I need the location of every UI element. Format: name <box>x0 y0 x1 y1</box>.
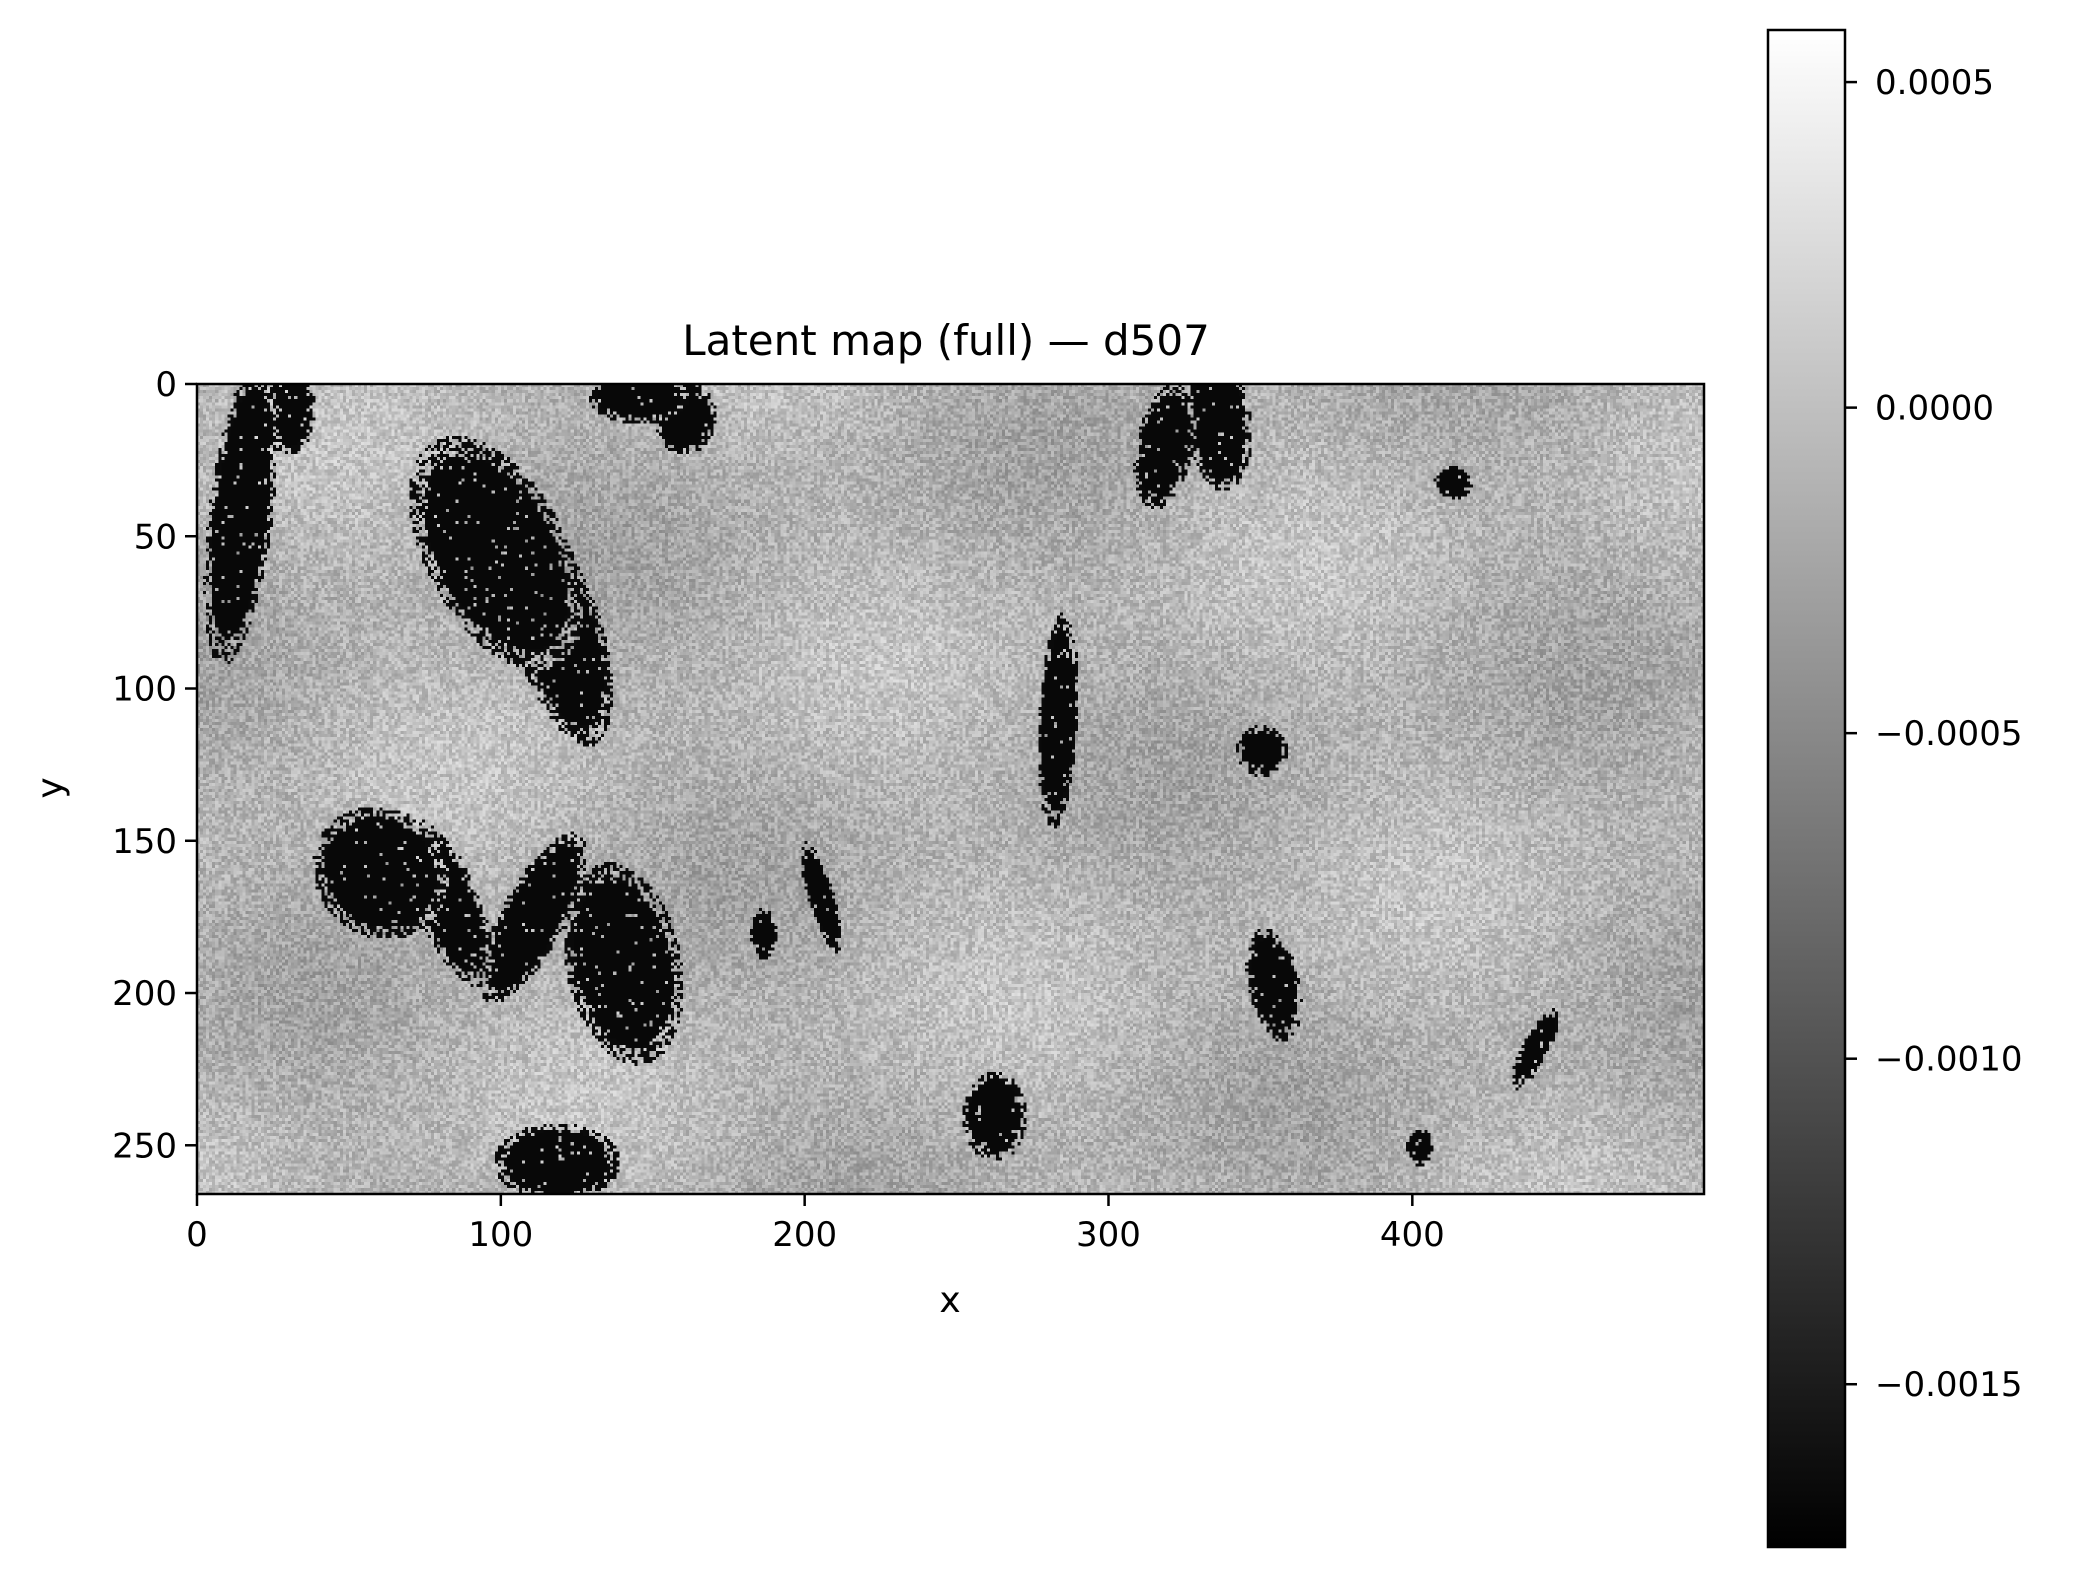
y-axis-label: y <box>30 777 71 798</box>
x-tick-label: 300 <box>1076 1215 1141 1255</box>
x-axis-ticks: 0 100 200 300 400 <box>186 1194 1445 1255</box>
plot-area <box>195 382 1706 1196</box>
plot-frame <box>195 382 1706 1196</box>
chart-title: Latent map (full) — d507 <box>682 316 1210 365</box>
x-tick-label: 100 <box>468 1215 533 1255</box>
colorbar-tick-label: −0.0005 <box>1875 714 2022 754</box>
colorbar-ticks: 0.0005 0.0000 −0.0005 −0.0010 −0.0015 <box>1845 63 2022 1405</box>
colorbar-tick-label: 0.0000 <box>1875 389 1994 429</box>
colorbar-tick-label: 0.0005 <box>1875 63 1994 103</box>
x-tick-label: 400 <box>1380 1215 1445 1255</box>
heatmap-image <box>197 384 1704 1194</box>
colorbar-gradient <box>1766 28 1847 1549</box>
y-tick-label: 200 <box>112 974 177 1014</box>
colorbar: 0.0005 0.0000 −0.0005 −0.0010 −0.0015 <box>1766 28 2022 1549</box>
y-tick-label: 100 <box>112 670 177 710</box>
y-tick-label: 50 <box>134 517 177 557</box>
y-tick-label: 0 <box>155 365 177 405</box>
x-tick-label: 0 <box>186 1215 208 1255</box>
x-axis-label: x <box>939 1280 960 1321</box>
y-axis-ticks: 0 50 100 150 200 250 <box>112 365 197 1166</box>
colorbar-tick-label: −0.0015 <box>1875 1365 2022 1405</box>
x-tick-label: 200 <box>772 1215 837 1255</box>
y-tick-label: 250 <box>112 1126 177 1166</box>
colorbar-tick-label: −0.0010 <box>1875 1040 2022 1080</box>
y-tick-label: 150 <box>112 822 177 862</box>
